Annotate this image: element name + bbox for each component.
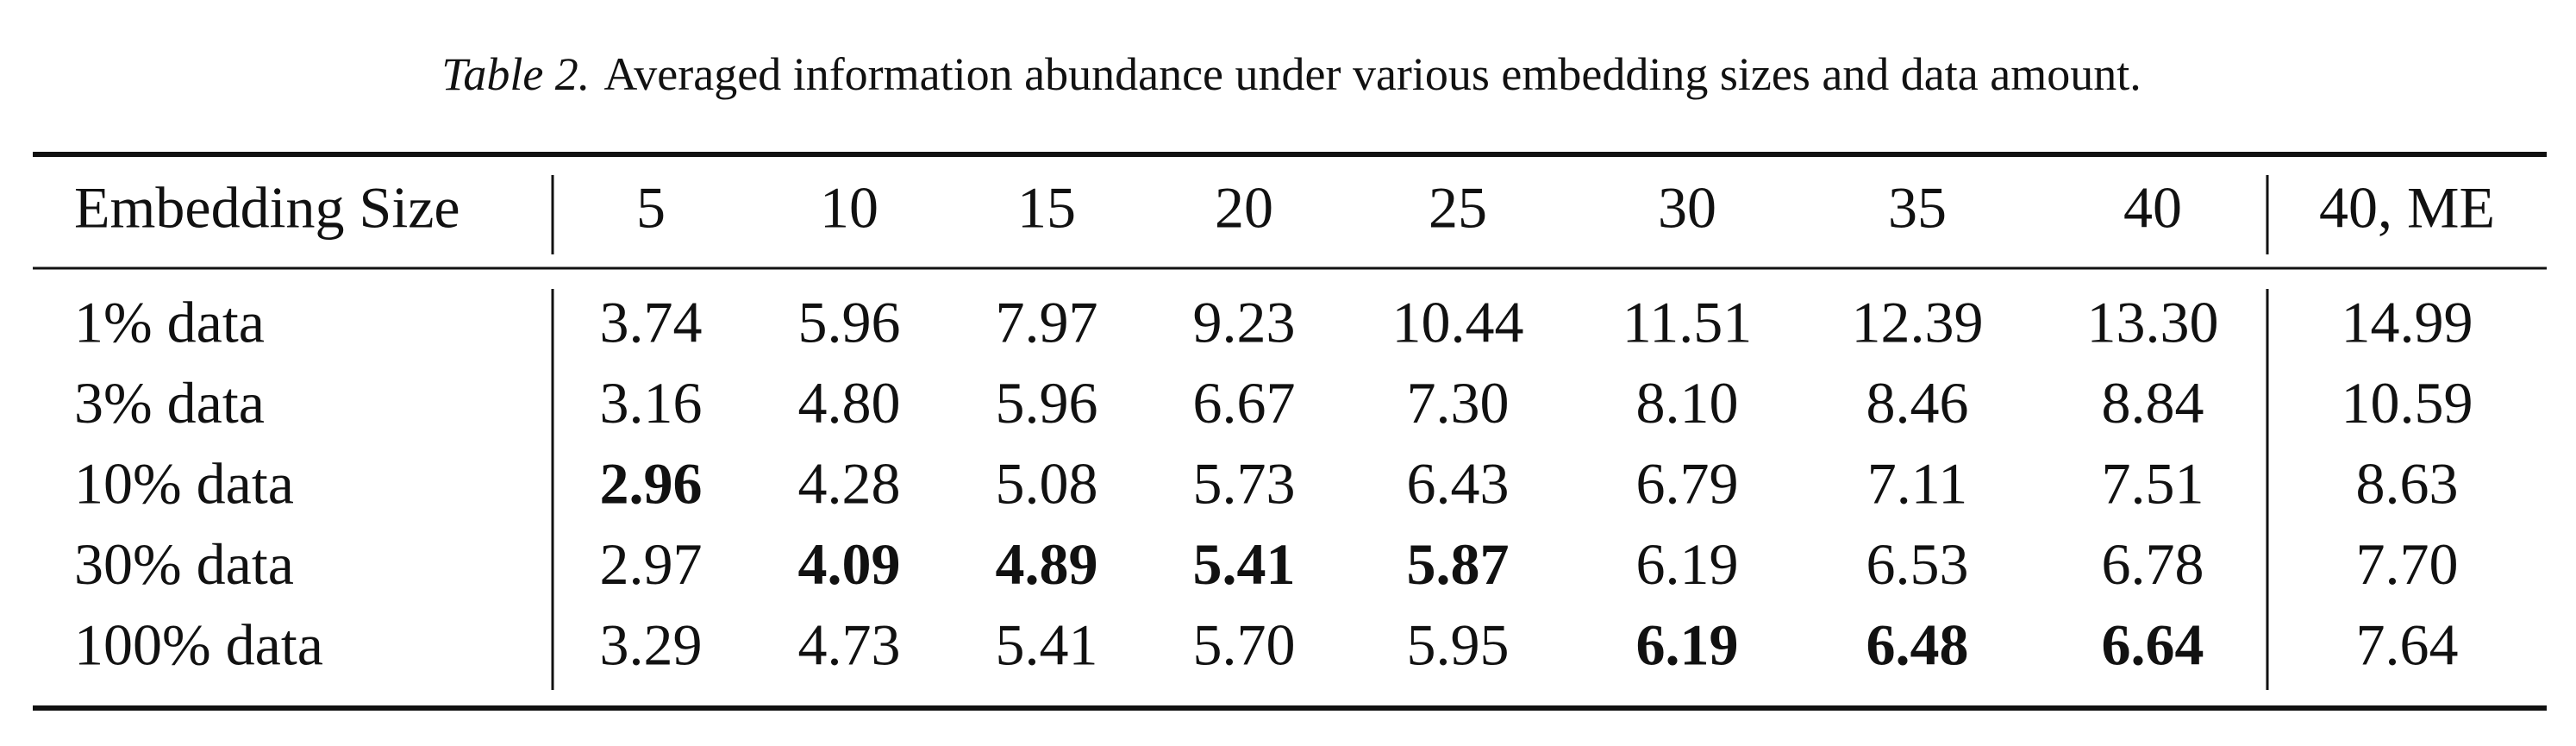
- table-cell: 5.96: [996, 370, 1098, 436]
- caption-label: Table 2.: [441, 48, 590, 100]
- header-cell: Embedding Size: [74, 175, 460, 241]
- table-cell: 13.30: [2087, 290, 2219, 355]
- caption: Table 2. Averaged information abundance u…: [441, 48, 2141, 100]
- table-cell: 10.44: [1392, 290, 1524, 355]
- header-cell: 35: [1888, 175, 1947, 241]
- table-cell: 6.19: [1636, 531, 1739, 597]
- table-cell: 12.39: [1852, 290, 1984, 355]
- table-cell: 4.89: [996, 531, 1098, 597]
- table-cell: 6.79: [1636, 451, 1739, 517]
- table-cell: 7.64: [2356, 612, 2459, 678]
- table-cell: 5.96: [798, 290, 901, 355]
- table-cell: 6.19: [1636, 612, 1739, 678]
- header-cell: 40: [2123, 175, 2182, 241]
- table-cell: 1% data: [74, 290, 265, 355]
- table-cell: 4.73: [798, 612, 901, 678]
- table-cell: 5.08: [996, 451, 1098, 517]
- caption-text: Averaged information abundance under var…: [603, 48, 2141, 100]
- table-cell: 2.96: [600, 451, 703, 517]
- table-cell: 7.51: [2102, 451, 2204, 517]
- table-cell: 8.63: [2356, 451, 2459, 517]
- table-cell: 8.46: [1866, 370, 1969, 436]
- header-cell: 25: [1429, 175, 1487, 241]
- table-cell: 100% data: [74, 612, 323, 678]
- table-cell: 6.67: [1193, 370, 1296, 436]
- table-cell: 7.70: [2356, 531, 2459, 597]
- table-cell: 7.30: [1407, 370, 1510, 436]
- header-cell: 5: [636, 175, 666, 241]
- header-cell: 15: [1017, 175, 1076, 241]
- header-cell: 20: [1215, 175, 1273, 241]
- table-cell: 4.09: [798, 531, 901, 597]
- table-cell: 9.23: [1193, 290, 1296, 355]
- table-cell: 7.11: [1867, 451, 1967, 517]
- table-cell: 3% data: [74, 370, 265, 436]
- table-cell: 5.41: [996, 612, 1098, 678]
- table-cell: 10% data: [74, 451, 294, 517]
- table-cell: 14.99: [2342, 290, 2473, 355]
- table-cell: 11.51: [1623, 290, 1752, 355]
- table-cell: 30% data: [74, 531, 294, 597]
- header-cell: 10: [820, 175, 878, 241]
- table-cell: 5.41: [1193, 531, 1296, 597]
- header-cell: 30: [1658, 175, 1716, 241]
- table-cell: 5.70: [1193, 612, 1296, 678]
- table-cell: 3.74: [600, 290, 703, 355]
- table-cell: 6.43: [1407, 451, 1510, 517]
- table-cell: 4.80: [798, 370, 901, 436]
- table-cell: 8.84: [2102, 370, 2204, 436]
- table-cell: 10.59: [2342, 370, 2473, 436]
- table-cell: 5.73: [1193, 451, 1296, 517]
- table-cell: 6.53: [1866, 531, 1969, 597]
- table-cell: 6.78: [2102, 531, 2204, 597]
- header-cell: 40, ME: [2319, 175, 2495, 241]
- table-cell: 3.29: [600, 612, 703, 678]
- table-cell: 7.97: [996, 290, 1098, 355]
- table-cell: 8.10: [1636, 370, 1739, 436]
- table-cell: 3.16: [600, 370, 703, 436]
- table-cell: 5.95: [1407, 612, 1510, 678]
- table-cell: 2.97: [600, 531, 703, 597]
- table-cell: 4.28: [798, 451, 901, 517]
- table-cell: 6.64: [2102, 612, 2204, 678]
- table-cell: 6.48: [1866, 612, 1969, 678]
- table-cell: 5.87: [1407, 531, 1510, 597]
